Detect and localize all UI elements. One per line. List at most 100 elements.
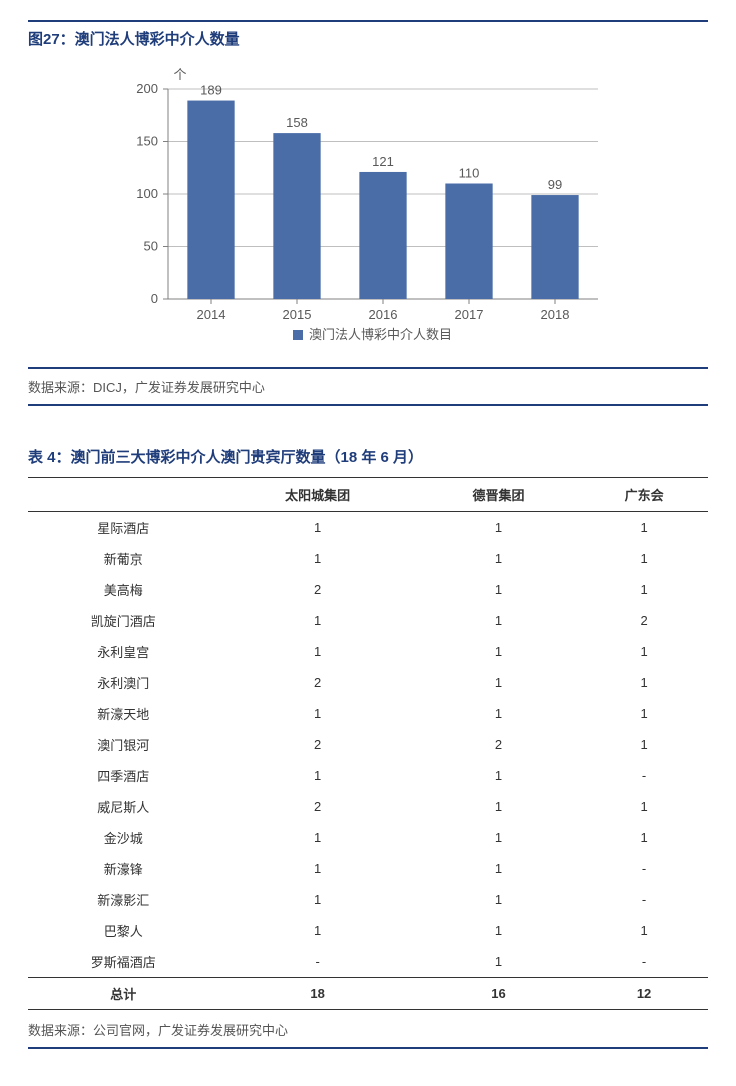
table-row: 金沙城111: [28, 822, 708, 853]
table-cell: 1: [218, 698, 417, 729]
table-cell: 1: [417, 667, 580, 698]
table-cell: 2: [218, 791, 417, 822]
table-total-row: 总计181612: [28, 978, 708, 1010]
table-cell: 1: [218, 884, 417, 915]
table-row-label: 永利皇宫: [28, 636, 218, 667]
chart-container: 050100150200个189201415820151212016110201…: [28, 59, 708, 359]
table-row: 四季酒店11-: [28, 760, 708, 791]
table-row-label: 新濠天地: [28, 698, 218, 729]
table-cell: 1: [417, 543, 580, 574]
svg-text:158: 158: [286, 115, 308, 130]
svg-text:2018: 2018: [541, 307, 570, 322]
table-row: 凯旋门酒店112: [28, 605, 708, 636]
svg-text:澳门法人博彩中介人数目: 澳门法人博彩中介人数目: [309, 327, 452, 342]
table-cell: 1: [580, 512, 708, 544]
table-row-label: 星际酒店: [28, 512, 218, 544]
table-cell: -: [580, 853, 708, 884]
svg-text:110: 110: [459, 166, 480, 181]
table-cell: 1: [218, 636, 417, 667]
table-cell: 1: [580, 791, 708, 822]
svg-text:2017: 2017: [455, 307, 484, 322]
svg-text:个: 个: [173, 67, 186, 82]
table-cell: 1: [417, 884, 580, 915]
table-cell: 1: [580, 698, 708, 729]
figure-source: 数据来源：DICJ，广发证券发展研究中心: [28, 367, 708, 406]
table-row: 澳门银河221: [28, 729, 708, 760]
table-row-label: 永利澳门: [28, 667, 218, 698]
table-cell: -: [218, 946, 417, 978]
table-cell: 1: [417, 853, 580, 884]
svg-text:100: 100: [136, 186, 158, 201]
figure-title: 图27：澳门法人博彩中介人数量: [28, 20, 708, 49]
table-row: 巴黎人111: [28, 915, 708, 946]
table-cell: 1: [417, 605, 580, 636]
table-cell: 1: [417, 574, 580, 605]
table-cell: 1: [580, 574, 708, 605]
table-row: 威尼斯人211: [28, 791, 708, 822]
svg-text:189: 189: [200, 83, 222, 98]
table-header-cell: 广东会: [580, 478, 708, 512]
table-cell: 2: [417, 729, 580, 760]
table-row-label: 巴黎人: [28, 915, 218, 946]
table-row-label: 金沙城: [28, 822, 218, 853]
table-cell: 1: [417, 512, 580, 544]
table-row-label: 新濠锋: [28, 853, 218, 884]
table-row: 永利皇宫111: [28, 636, 708, 667]
table-header-cell: 德晋集团: [417, 478, 580, 512]
bar-chart: 050100150200个189201415820151212016110201…: [98, 59, 638, 359]
table-row-label: 威尼斯人: [28, 791, 218, 822]
table-cell: 1: [218, 543, 417, 574]
table-cell: -: [580, 884, 708, 915]
table-cell: 1: [417, 698, 580, 729]
table-row-label: 新葡京: [28, 543, 218, 574]
svg-text:2015: 2015: [283, 307, 312, 322]
svg-text:99: 99: [548, 177, 562, 192]
table-row: 新葡京111: [28, 543, 708, 574]
table-row: 新濠影汇11-: [28, 884, 708, 915]
table-title: 表 4：澳门前三大博彩中介人澳门贵宾厅数量（18 年 6 月）: [28, 446, 708, 467]
svg-text:50: 50: [144, 239, 158, 254]
table-cell: 1: [580, 543, 708, 574]
table-cell: 2: [218, 729, 417, 760]
table-row: 罗斯福酒店-1-: [28, 946, 708, 978]
table-cell: 1: [580, 915, 708, 946]
table-cell: 1: [580, 729, 708, 760]
table-row: 星际酒店111: [28, 512, 708, 544]
table-cell: 1: [218, 853, 417, 884]
table-cell: 2: [218, 667, 417, 698]
table-cell: 1: [218, 822, 417, 853]
table-total-cell: 18: [218, 978, 417, 1010]
table-row-label: 澳门银河: [28, 729, 218, 760]
table-cell: 1: [417, 636, 580, 667]
svg-text:200: 200: [136, 81, 158, 96]
svg-text:2016: 2016: [369, 307, 398, 322]
table-cell: 1: [218, 760, 417, 791]
table-cell: 1: [580, 636, 708, 667]
table-row-label: 美高梅: [28, 574, 218, 605]
table-cell: 1: [218, 915, 417, 946]
table-row-label: 新濠影汇: [28, 884, 218, 915]
table-row: 美高梅211: [28, 574, 708, 605]
table-row: 新濠天地111: [28, 698, 708, 729]
table-header-cell: 太阳城集团: [218, 478, 417, 512]
table-cell: 1: [218, 605, 417, 636]
table-total-label: 总计: [28, 978, 218, 1010]
table-total-cell: 16: [417, 978, 580, 1010]
data-table: 太阳城集团德晋集团广东会 星际酒店111新葡京111美高梅211凯旋门酒店112…: [28, 477, 708, 1010]
svg-text:150: 150: [136, 134, 158, 149]
table-cell: 1: [417, 915, 580, 946]
table-row: 新濠锋11-: [28, 853, 708, 884]
table-cell: 1: [580, 667, 708, 698]
table-cell: 1: [580, 822, 708, 853]
table-total-cell: 12: [580, 978, 708, 1010]
table-cell: 1: [417, 822, 580, 853]
svg-text:121: 121: [372, 154, 394, 169]
table-row-label: 凯旋门酒店: [28, 605, 218, 636]
table-cell: -: [580, 760, 708, 791]
table-cell: 1: [417, 791, 580, 822]
table-header-blank: [28, 478, 218, 512]
table-cell: 1: [218, 512, 417, 544]
table-row-label: 四季酒店: [28, 760, 218, 791]
table-cell: 2: [580, 605, 708, 636]
table-source: 数据来源：公司官网，广发证券发展研究中心: [28, 1014, 708, 1049]
